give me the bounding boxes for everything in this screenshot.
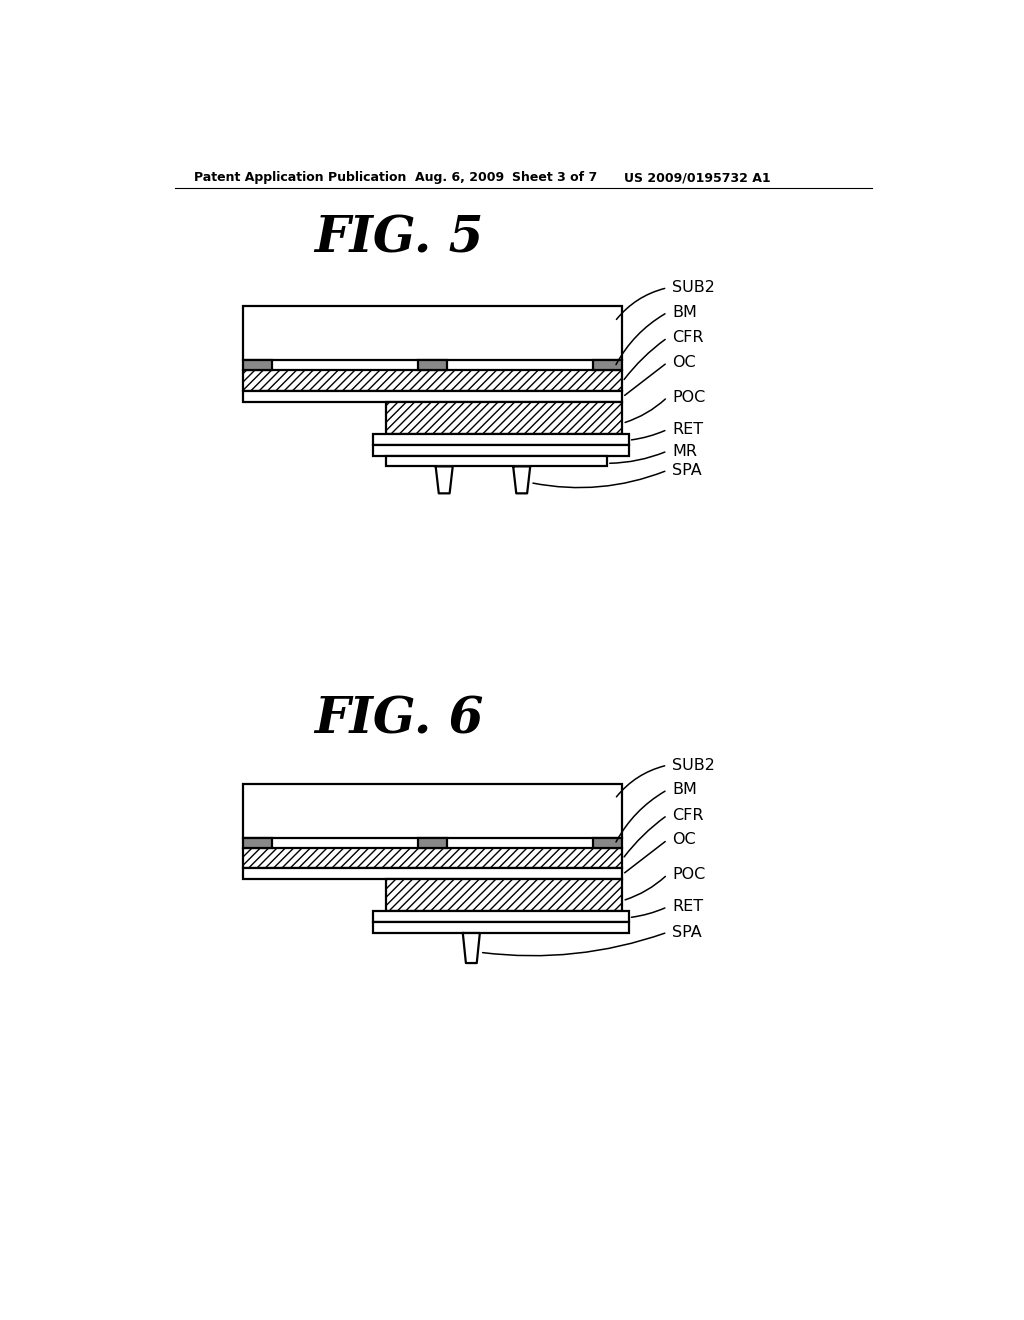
Bar <box>418 360 447 370</box>
Text: SPA: SPA <box>672 463 701 478</box>
Text: RET: RET <box>672 899 703 915</box>
Bar <box>418 838 447 847</box>
Text: OC: OC <box>672 833 695 847</box>
Bar <box>373 434 629 445</box>
Text: FIG. 6: FIG. 6 <box>314 696 484 744</box>
Bar <box>243 391 623 401</box>
Bar <box>386 879 623 911</box>
Text: SPA: SPA <box>672 925 701 940</box>
Text: Aug. 6, 2009: Aug. 6, 2009 <box>415 172 504 185</box>
Bar <box>373 911 629 923</box>
Bar <box>243 838 272 847</box>
Text: BM: BM <box>672 305 697 319</box>
Text: RET: RET <box>672 422 703 437</box>
Bar <box>243 869 623 879</box>
Text: FIG. 5: FIG. 5 <box>314 215 484 264</box>
Text: SUB2: SUB2 <box>672 758 715 772</box>
Polygon shape <box>513 466 530 494</box>
Bar <box>593 838 623 847</box>
Bar <box>593 360 623 370</box>
Bar <box>373 445 629 455</box>
Text: Patent Application Publication: Patent Application Publication <box>194 172 407 185</box>
Text: Sheet 3 of 7: Sheet 3 of 7 <box>512 172 597 185</box>
Text: US 2009/0195732 A1: US 2009/0195732 A1 <box>624 172 771 185</box>
Text: BM: BM <box>672 783 697 797</box>
Bar <box>243 784 623 838</box>
Bar <box>243 847 623 869</box>
Bar <box>386 455 607 466</box>
Text: POC: POC <box>672 389 706 405</box>
Bar <box>243 370 623 391</box>
Text: MR: MR <box>672 444 697 458</box>
Text: SUB2: SUB2 <box>672 280 715 296</box>
Polygon shape <box>463 933 480 964</box>
Text: CFR: CFR <box>672 808 703 822</box>
Bar <box>243 306 623 360</box>
Text: CFR: CFR <box>672 330 703 346</box>
Polygon shape <box>435 466 453 494</box>
Bar <box>373 923 629 933</box>
Text: POC: POC <box>672 867 706 882</box>
Text: OC: OC <box>672 355 695 370</box>
Bar <box>386 401 623 434</box>
Bar <box>243 360 272 370</box>
